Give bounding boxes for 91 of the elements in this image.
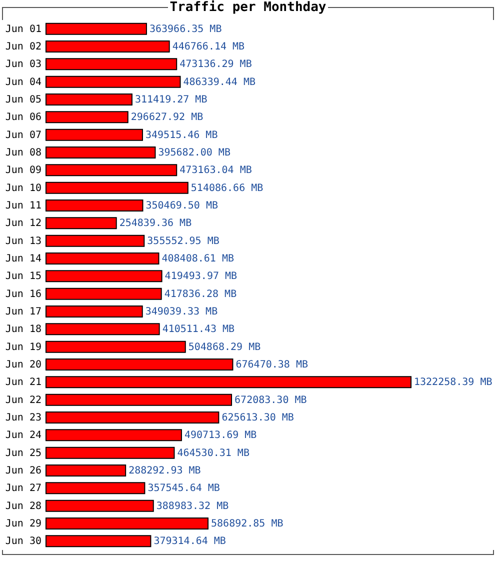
bar xyxy=(46,394,232,406)
bar xyxy=(46,358,234,370)
y-tick-label: Jun 16 xyxy=(5,288,42,300)
data-label: 363966.35 MB xyxy=(149,24,222,35)
y-tick-label: Jun 29 xyxy=(5,518,42,530)
bar xyxy=(46,22,147,35)
y-tick-label: Jun 22 xyxy=(5,394,42,406)
bar xyxy=(46,288,162,300)
bar xyxy=(46,252,160,264)
data-label: 379314.64 MB xyxy=(154,536,226,548)
y-tick-label: Jun 06 xyxy=(5,112,42,124)
bar xyxy=(46,217,117,230)
data-label: 473163.04 MB xyxy=(180,165,252,176)
bar xyxy=(46,40,170,52)
bar xyxy=(46,500,154,512)
data-label: 388983.32 MB xyxy=(156,500,229,512)
data-label: 408408.61 MB xyxy=(162,254,234,264)
y-tick-label: Jun 07 xyxy=(5,130,42,141)
data-label: 296627.92 MB xyxy=(130,112,204,124)
data-label: 395682.00 MB xyxy=(158,148,230,158)
data-label: 355552.95 MB xyxy=(147,236,220,247)
y-tick-label: Jun 09 xyxy=(5,165,42,176)
bar xyxy=(46,200,144,212)
y-tick-label: Jun 30 xyxy=(5,536,42,548)
data-label: 311419.27 MB xyxy=(134,94,208,106)
bar xyxy=(46,76,181,88)
data-label: 1322258.39 MB xyxy=(414,377,492,388)
data-label: 486339.44 MB xyxy=(183,76,256,88)
bar xyxy=(46,446,175,459)
y-tick-label: Jun 23 xyxy=(5,412,42,424)
bar xyxy=(46,323,160,336)
y-tick-label: Jun 04 xyxy=(5,76,42,88)
data-label: 417836.28 MB xyxy=(164,288,237,300)
bar xyxy=(46,376,412,388)
bar xyxy=(46,94,132,106)
y-tick-label: Jun 26 xyxy=(5,466,42,476)
bar xyxy=(46,535,152,548)
bar xyxy=(46,270,162,282)
y-tick-label: Jun 21 xyxy=(5,377,42,388)
bar xyxy=(46,111,128,124)
y-tick-label: Jun 27 xyxy=(5,483,42,494)
y-tick-label: Jun 14 xyxy=(5,254,42,264)
y-tick-label: Jun 02 xyxy=(5,42,42,52)
y-tick-label: Jun 13 xyxy=(5,236,42,247)
data-label: 349039.33 MB xyxy=(145,306,218,318)
data-label: 419493.97 MB xyxy=(164,271,238,282)
data-label: 349515.46 MB xyxy=(145,130,218,141)
y-tick-label: Jun 24 xyxy=(5,430,42,442)
bar xyxy=(46,482,146,494)
data-label: 676470.38 MB xyxy=(236,360,308,370)
data-label: 254839.36 MB xyxy=(119,218,192,230)
data-label: 288292.93 MB xyxy=(128,466,201,476)
y-tick-label: Jun 12 xyxy=(5,218,42,230)
y-tick-label: Jun 28 xyxy=(5,500,42,512)
bar xyxy=(46,412,220,424)
bar xyxy=(46,340,186,353)
bar xyxy=(46,518,209,530)
bar xyxy=(46,464,126,476)
y-tick-label: Jun 05 xyxy=(5,94,42,106)
y-tick-label: Jun 08 xyxy=(5,148,42,158)
data-label: 625613.30 MB xyxy=(222,412,294,424)
bar xyxy=(46,182,188,194)
y-tick-label: Jun 03 xyxy=(5,59,42,70)
data-label: 504868.29 MB xyxy=(188,342,261,353)
y-tick-label: Jun 19 xyxy=(5,342,42,353)
bar xyxy=(46,58,178,70)
bar xyxy=(46,128,143,141)
y-tick-label: Jun 20 xyxy=(5,360,42,370)
bar xyxy=(46,234,145,247)
data-label: 446766.14 MB xyxy=(172,42,245,52)
y-tick-label: Jun 17 xyxy=(5,306,42,318)
y-tick-label: Jun 18 xyxy=(5,324,42,336)
y-tick-label: Jun 11 xyxy=(5,200,42,212)
data-label: 490713.69 MB xyxy=(184,430,257,442)
bar xyxy=(46,164,178,176)
data-label: 514086.66 MB xyxy=(190,182,264,194)
chart-title: Traffic per Monthday xyxy=(168,0,328,15)
y-tick-label: Jun 15 xyxy=(5,271,42,282)
y-tick-label: Jun 01 xyxy=(5,24,42,35)
bar xyxy=(46,146,156,158)
data-label: 350469.50 MB xyxy=(146,200,218,212)
y-tick-label: Jun 10 xyxy=(5,182,42,194)
data-label: 672083.30 MB xyxy=(234,394,307,406)
data-label: 357545.64 MB xyxy=(148,483,220,494)
y-tick-label: Jun 25 xyxy=(5,448,42,459)
data-label: 410511.43 MB xyxy=(162,324,235,336)
data-label: 586892.85 MB xyxy=(211,518,284,530)
bar xyxy=(46,429,182,442)
data-label: 473136.29 MB xyxy=(180,59,252,70)
bar xyxy=(46,306,143,318)
data-label: 464530.31 MB xyxy=(177,448,250,459)
